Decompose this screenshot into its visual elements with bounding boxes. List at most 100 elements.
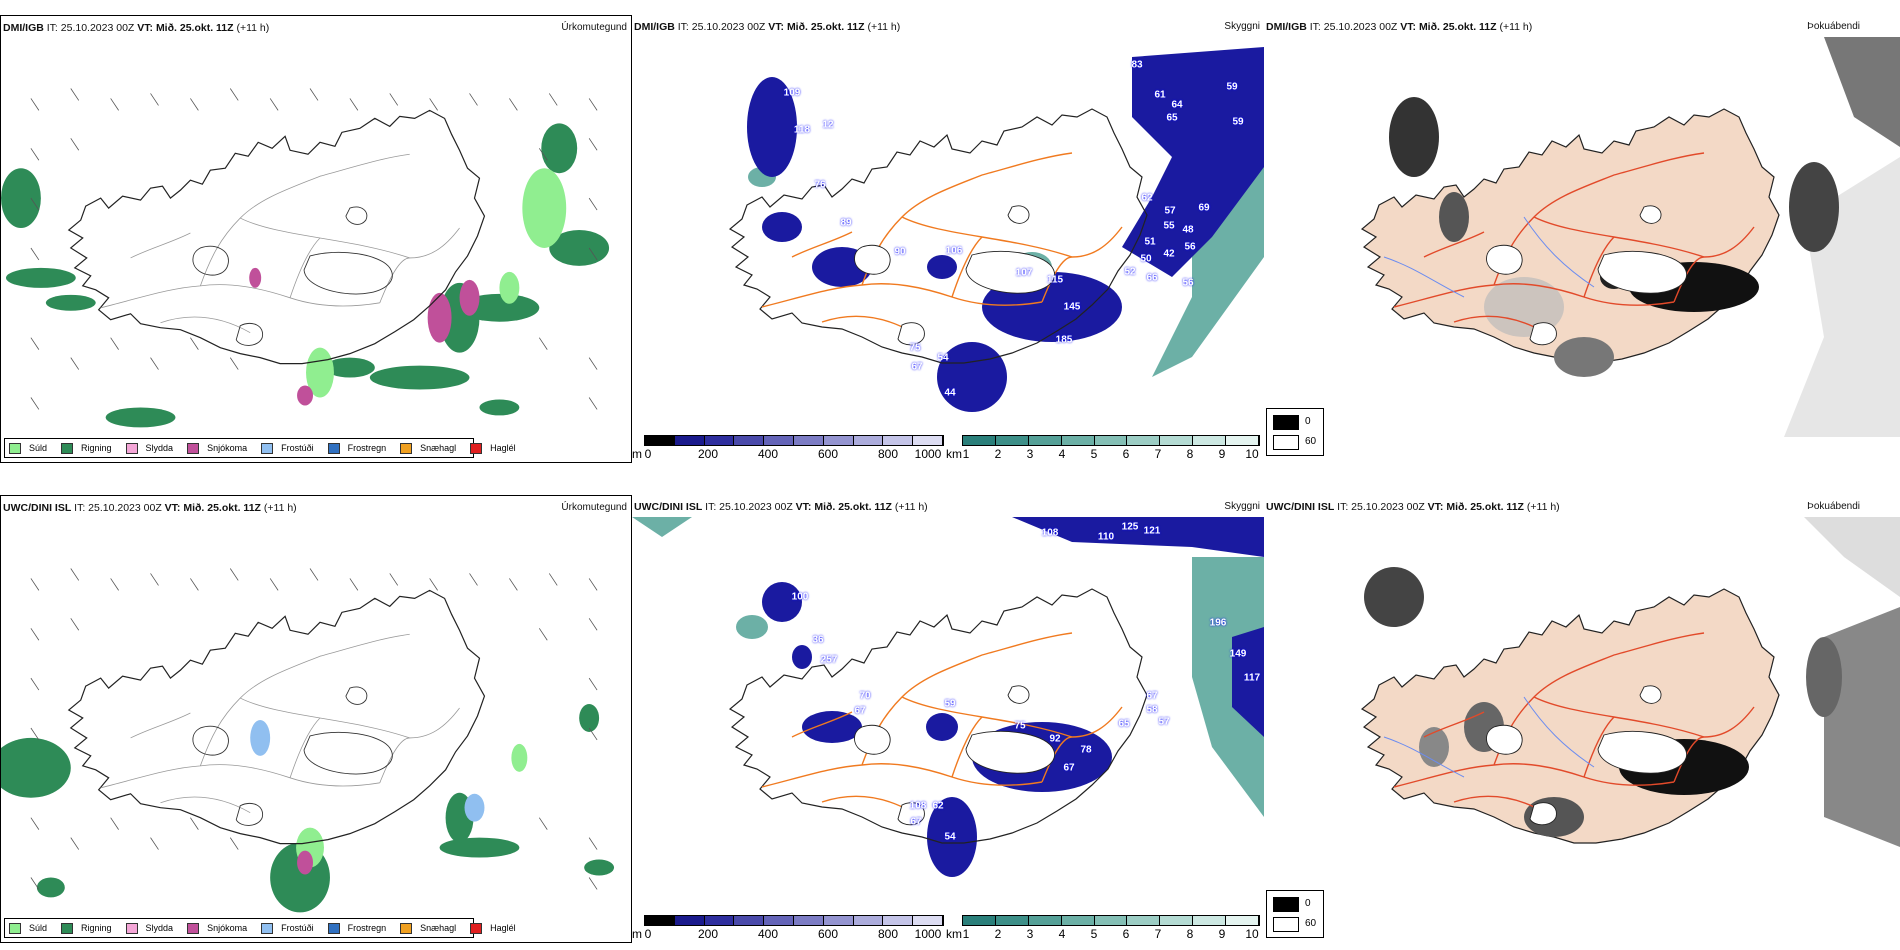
cloud-label: 54 <box>944 831 956 843</box>
cloud-label: 108 <box>1041 527 1059 539</box>
visibility-tick: 10 <box>1245 927 1259 941</box>
panel-header: UWC/DINI ISL IT: 25.10.2023 00Z VT: Mið.… <box>1266 501 1560 513</box>
visibility-unit: km <box>946 447 962 461</box>
cloud-label: 50 <box>1140 253 1152 265</box>
cloud-label: 57 <box>1164 205 1176 217</box>
visibility-tick: 6 <box>1122 447 1130 461</box>
visibility-colorbar: km 1 2 3 4 5 6 7 8 9 10 <box>946 435 1264 461</box>
cloud-label: 62 <box>932 800 944 812</box>
ceiling-colorbar: m 0 200 400 600 800 1000 <box>632 435 944 461</box>
drizzle-areas <box>306 168 567 398</box>
legend-item: Frostregn <box>327 442 386 454</box>
ceiling-title: Skyggni <box>1224 21 1260 32</box>
panel-header: DMI/IGB IT: 25.10.2023 00Z VT: Mið. 25.o… <box>3 22 270 34</box>
ceiling-unit: m <box>632 447 642 461</box>
precip-panel-top: DMI/IGB IT: 25.10.2023 00Z VT: Mið. 25.o… <box>0 15 632 463</box>
visibility-tick: 7 <box>1154 927 1162 941</box>
panel-header: UWC/DINI ISL IT: 25.10.2023 00Z VT: Mið.… <box>634 501 928 513</box>
cloud-label: 125 <box>1121 521 1139 533</box>
visibility-tick: 4 <box>1058 927 1066 941</box>
legend-item: Snæhagl <box>400 922 456 934</box>
cloud-label: 106 <box>945 245 963 257</box>
precip-title: Úrkomutegund <box>561 22 627 33</box>
legend-swatch <box>187 922 200 934</box>
visibility-areas <box>632 517 1264 817</box>
ceiling-panel-top: DMI/IGB IT: 25.10.2023 00Z VT: Mið. 25.o… <box>632 15 1264 463</box>
snow-areas <box>249 267 480 406</box>
visibility-tick: 5 <box>1090 927 1098 941</box>
cloud-label: 76 <box>814 179 826 191</box>
snow-areas <box>297 850 314 875</box>
ceiling-tick: 200 <box>697 447 719 461</box>
cloud-label: 109 <box>783 87 801 99</box>
visibility-tick: 7 <box>1154 447 1162 461</box>
fog-sea-area <box>1824 607 1900 847</box>
visibility-colorbar: km 1 2 3 4 5 6 7 8 9 10 <box>946 915 1264 941</box>
cloud-label: 185 <box>1055 334 1073 346</box>
precip-map <box>1 88 610 428</box>
cloud-label: 90 <box>894 246 906 258</box>
legend-item: Snjókoma <box>187 442 247 454</box>
visibility-tick: 5 <box>1090 447 1098 461</box>
cloud-label: 58 <box>1146 704 1158 716</box>
panel-header: DMI/IGB IT: 25.10.2023 00Z VT: Mið. 25.o… <box>634 21 901 33</box>
visibility-tick: 6 <box>1122 927 1130 941</box>
visibility-tick: 8 <box>1186 927 1194 941</box>
iceland-outline <box>68 109 486 365</box>
wind-barbs <box>30 88 598 410</box>
cloud-label: 67 <box>1063 762 1075 774</box>
ceiling-colorbar: m 0 200 400 600 800 1000 <box>632 915 944 941</box>
fog-map <box>1361 37 1900 437</box>
legend-swatch <box>470 922 483 934</box>
legend-swatch <box>125 922 138 934</box>
cloud-label: 48 <box>1182 224 1194 236</box>
rain-areas <box>1 123 610 428</box>
visibility-tick: 1 <box>962 927 970 941</box>
cloud-label: 67 <box>910 816 922 828</box>
cloud-label: 59 <box>944 698 956 710</box>
legend-swatch <box>400 442 413 454</box>
cloud-label: 56 <box>1182 277 1194 289</box>
legend-item: Slydda <box>125 442 173 454</box>
legend-swatch <box>61 442 74 454</box>
legend-swatch <box>327 922 340 934</box>
cloud-label: 100 <box>791 591 809 603</box>
cloud-label: 257 <box>820 654 838 666</box>
legend-swatch <box>470 442 483 454</box>
cloud-label: 67 <box>854 705 866 717</box>
fog-sea-area <box>1804 517 1900 597</box>
visibility-scale-strip <box>962 915 1260 926</box>
legend-item: Haglél <box>470 442 516 454</box>
ceiling-tick: 600 <box>817 927 839 941</box>
legend-item: Súld <box>9 442 47 454</box>
cloud-label: 54 <box>937 352 949 364</box>
legend-swatch <box>9 922 21 934</box>
cloud-label: 110 <box>1097 531 1115 543</box>
legend-item: Slydda <box>125 922 173 934</box>
legend-item: Frostúði <box>261 442 314 454</box>
cloud-label: 115 <box>1046 274 1064 286</box>
cloud-label: 55 <box>1163 220 1175 232</box>
cloud-label: 62 <box>1141 192 1153 204</box>
ceiling-tick: 1000 <box>914 447 942 461</box>
cloud-label: 67 <box>911 361 923 373</box>
panel-header: UWC/DINI ISL IT: 25.10.2023 00Z VT: Mið.… <box>3 502 297 514</box>
legend-item: Frostregn <box>327 922 386 934</box>
precip-map <box>1 568 615 913</box>
legend-swatch <box>9 442 21 454</box>
cloud-label: 56 <box>1184 241 1196 253</box>
fog-legend: 0 60 <box>1266 890 1324 938</box>
cloud-label: 64 <box>1171 99 1183 111</box>
visibility-tick: 8 <box>1186 447 1194 461</box>
cloud-label: 149 <box>1229 648 1247 660</box>
ceiling-tick: 600 <box>817 447 839 461</box>
ceiling-tick: 200 <box>697 927 719 941</box>
visibility-tick: 9 <box>1218 927 1226 941</box>
freezing-drizzle-areas <box>250 719 485 822</box>
cloud-label: 75 <box>909 342 921 354</box>
visibility-tick: 3 <box>1026 447 1034 461</box>
panel-header: DMI/IGB IT: 25.10.2023 00Z VT: Mið. 25.o… <box>1266 21 1533 33</box>
legend-item: Rigning <box>61 442 112 454</box>
ceiling-tick: 400 <box>757 927 779 941</box>
legend-swatch <box>125 442 138 454</box>
